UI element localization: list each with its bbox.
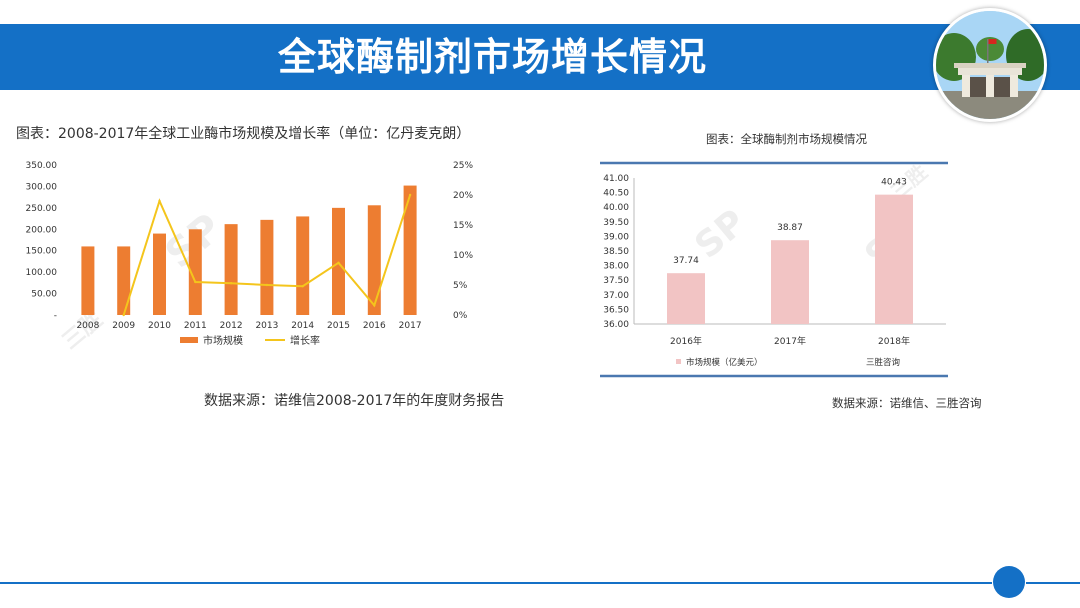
page-title: 全球酶制剂市场增长情况: [277, 35, 707, 79]
growth-rate-point: [373, 304, 376, 307]
legend-label-bar: 市场规模（亿美元）: [686, 357, 763, 368]
y-tick-label: 250.00: [26, 204, 58, 214]
growth-rate-point: [229, 282, 233, 285]
y2-tick-label: 5%: [453, 281, 468, 291]
bar-market-size: [667, 273, 705, 324]
y-tick-label: 41.00: [603, 174, 629, 184]
legend-label-bar: 市场规模: [203, 334, 243, 347]
bar-market-size: [367, 205, 381, 315]
campus-gate-logo: [933, 8, 1047, 122]
bar-value-label: 40.43: [881, 178, 907, 188]
y-tick-label: 150.00: [26, 247, 58, 257]
bar-market-size: [260, 219, 274, 315]
growth-rate-point: [194, 280, 197, 284]
legend-label-line: 增长率: [290, 334, 320, 347]
legend-swatch-bar: [180, 337, 198, 343]
x-tick-label: 2008: [76, 321, 99, 331]
x-tick-label: 2017: [399, 321, 422, 331]
bar-market-size: [332, 207, 345, 315]
footer-rule-left: [0, 582, 992, 584]
y-tick-label: 37.00: [603, 291, 629, 301]
y-tick-label: 350.00: [26, 161, 58, 171]
growth-rate-point: [337, 261, 340, 264]
y-tick-label: 38.00: [603, 262, 629, 272]
left-chart-source: 数据来源：诺维信2008-2017年的年度财务报告: [204, 393, 505, 409]
right-chart-source: 数据来源：诺维信、三胜咨询: [832, 396, 982, 410]
bar-market-size: [771, 240, 809, 324]
bar-market-size: [117, 246, 131, 315]
x-tick-label: 2018年: [878, 335, 910, 347]
legend-swatch-bar: [676, 359, 681, 364]
y-tick-label: 37.50: [603, 276, 629, 286]
x-tick-label: 2011: [184, 321, 207, 331]
x-tick-label: 2010: [148, 321, 171, 331]
market-size-growth-chart: SP 三胜 350.00300.00250.00200.00150.00100.…: [26, 161, 474, 355]
x-tick-label: 2016年: [670, 335, 702, 347]
y-tick-label: 39.00: [603, 232, 629, 242]
x-tick-label: 2012: [220, 321, 243, 331]
y2-tick-label: 10%: [453, 251, 473, 261]
y-tick-label: 36.00: [603, 320, 629, 330]
y2-tick-label: 0%: [453, 311, 468, 321]
bar-market-size: [403, 185, 417, 315]
bar-market-size: [224, 224, 238, 315]
growth-rate-point: [301, 285, 304, 288]
chart-legend: 市场规模 增长率: [180, 334, 320, 347]
title-banner: 全球酶制剂市场增长情况: [0, 24, 1080, 90]
x-tick-label: 2017年: [774, 335, 806, 347]
growth-rate-point: [158, 199, 161, 203]
y2-tick-label: 25%: [453, 161, 473, 171]
y-tick-label: 40.00: [603, 203, 629, 213]
right-chart-caption: 图表：全球酶制剂市场规模情况: [706, 132, 867, 146]
y-tick-label: -: [54, 311, 57, 321]
bar-value-label: 38.87: [777, 223, 803, 233]
enzyme-market-size-chart: SP SP 三胜 41.0040.5040.0039.5039.0038.503…: [600, 160, 948, 378]
y-tick-label: 36.50: [603, 305, 629, 315]
x-tick-label: 2013: [255, 321, 278, 331]
x-tick-label: 2016: [363, 321, 386, 331]
y2-tick-label: 20%: [453, 191, 473, 201]
y-tick-label: 200.00: [26, 225, 58, 235]
x-tick-label: 2015: [327, 321, 350, 331]
bar-market-size: [188, 229, 202, 315]
x-tick-label: 2009: [112, 321, 135, 331]
bar-market-size: [875, 194, 913, 324]
y-tick-label: 39.50: [603, 218, 629, 228]
y-tick-label: 300.00: [26, 182, 58, 192]
bar-market-size: [81, 246, 95, 315]
y-tick-label: 50.00: [31, 290, 57, 300]
bar-market-size: [296, 216, 310, 315]
growth-rate-point: [122, 313, 125, 317]
y2-tick-label: 15%: [453, 221, 473, 231]
chart-legend: 市场规模（亿美元） 三胜咨询: [676, 357, 900, 368]
y-tick-label: 38.50: [603, 247, 629, 257]
footer-dot: [993, 566, 1025, 598]
x-tick-label: 2014: [291, 321, 314, 331]
legend-extra-label: 三胜咨询: [866, 357, 900, 368]
y-tick-label: 40.50: [603, 189, 629, 199]
footer-rule-right: [1026, 582, 1080, 584]
left-chart-caption: 图表：2008-2017年全球工业酶市场规模及增长率（单位：亿丹麦克朗）: [16, 126, 471, 142]
growth-rate-point: [408, 193, 412, 197]
growth-rate-point: [265, 283, 269, 287]
bar-value-label: 37.74: [673, 256, 699, 266]
y-tick-label: 100.00: [26, 268, 58, 278]
bar-market-size: [153, 233, 166, 315]
